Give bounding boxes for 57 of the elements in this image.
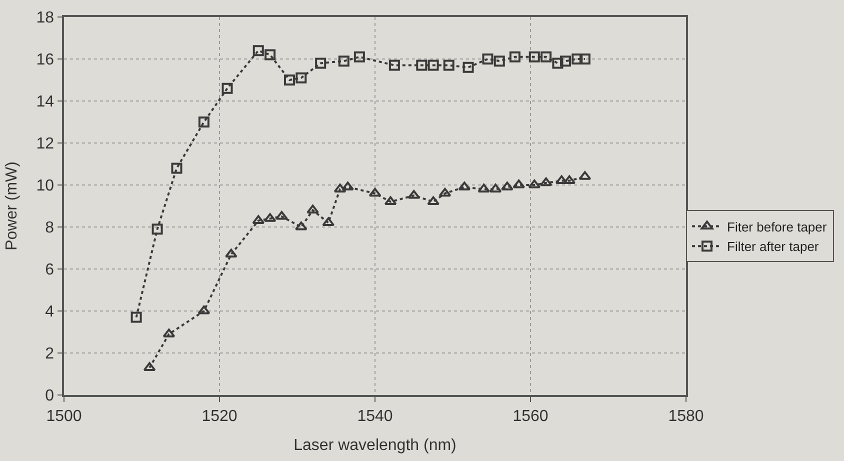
y-tick-label: 6 bbox=[45, 262, 54, 279]
point bbox=[171, 162, 182, 174]
point bbox=[560, 56, 571, 67]
point bbox=[354, 51, 365, 62]
point bbox=[482, 54, 494, 64]
point bbox=[555, 175, 568, 184]
point bbox=[572, 54, 583, 64]
y-tick-label: 10 bbox=[36, 178, 54, 195]
point bbox=[528, 51, 540, 62]
y-tick-label: 0 bbox=[45, 388, 54, 405]
point bbox=[443, 60, 454, 71]
point bbox=[264, 49, 276, 60]
point bbox=[540, 177, 552, 186]
point bbox=[509, 51, 520, 62]
point bbox=[462, 62, 474, 73]
point bbox=[284, 74, 295, 86]
point bbox=[552, 58, 564, 69]
y-tick-label: 18 bbox=[36, 10, 54, 27]
x-tick-label: 1520 bbox=[202, 408, 238, 425]
point bbox=[152, 224, 163, 235]
point bbox=[222, 82, 233, 94]
point bbox=[438, 188, 452, 197]
point bbox=[368, 188, 382, 197]
legend-label: Filter after taper bbox=[727, 239, 820, 254]
point bbox=[130, 312, 142, 323]
y-tick-label: 14 bbox=[36, 94, 54, 111]
y-tick-label: 12 bbox=[36, 136, 54, 153]
y-tick-label: 16 bbox=[36, 52, 54, 69]
point bbox=[252, 45, 264, 56]
y-tick-label: 8 bbox=[45, 220, 54, 237]
legend-label: Fiter before taper bbox=[727, 219, 828, 234]
x-tick-label: 1500 bbox=[46, 408, 82, 425]
x-tick-label: 1560 bbox=[512, 408, 548, 425]
point bbox=[427, 196, 440, 206]
y-axis-title: Power (mW) bbox=[4, 162, 21, 250]
y-tick-label: 4 bbox=[45, 304, 54, 321]
x-tick-label: 1580 bbox=[668, 408, 704, 425]
point bbox=[563, 175, 576, 184]
point bbox=[276, 211, 288, 220]
point bbox=[494, 56, 505, 67]
point bbox=[315, 58, 326, 69]
point bbox=[306, 204, 319, 214]
x-tick-label: 1540 bbox=[357, 408, 393, 425]
point bbox=[338, 56, 350, 67]
point bbox=[416, 60, 428, 71]
point bbox=[428, 60, 439, 71]
point bbox=[198, 116, 210, 128]
point bbox=[224, 248, 238, 258]
point bbox=[579, 54, 590, 64]
point bbox=[388, 60, 400, 71]
point bbox=[384, 196, 397, 206]
point bbox=[342, 182, 354, 190]
y-tick-label: 2 bbox=[45, 346, 54, 363]
point bbox=[296, 72, 307, 84]
x-axis-title: Laser wavelength (nm) bbox=[294, 437, 456, 454]
point bbox=[540, 51, 552, 62]
point bbox=[322, 217, 335, 226]
